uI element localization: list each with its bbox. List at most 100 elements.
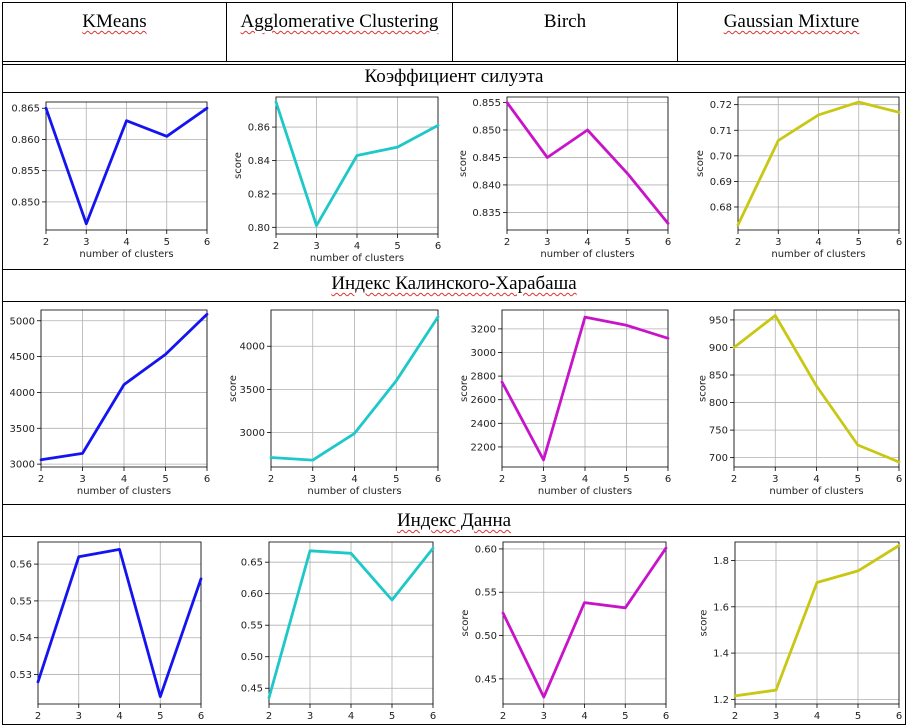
y-tick-label: 0.54 [10,633,32,644]
x-tick-label: 5 [856,237,862,248]
table-border-left [2,2,3,725]
x-tick-label: 2 [500,711,506,722]
y-tick-label: 0.840 [472,180,501,191]
x-axis-label: number of clusters [540,249,634,260]
x-tick-label: 4 [123,237,129,248]
y-tick-label: 0.845 [472,153,501,164]
y-tick-label: 3500 [240,385,265,396]
plot-frame [275,96,439,235]
x-tick-label: 5 [157,711,163,722]
y-tick-label: 3500 [10,424,35,435]
section-title-dunn: Индекс Данна [396,510,512,531]
y-tick-label: 1.2 [713,695,729,706]
x-tick-label: 5 [622,711,628,722]
x-tick-label: 4 [581,711,587,722]
x-tick-label: 5 [389,711,395,722]
y-tick-label: 0.855 [472,98,501,109]
y-tick-label: 0.45 [241,684,263,695]
x-tick-label: 6 [435,474,441,485]
y-tick-label: 750 [709,426,728,437]
x-tick-label: 6 [665,237,671,248]
y-tick-label: 0.80 [248,223,270,234]
x-tick-label: 3 [772,474,778,485]
series-line [500,315,670,462]
y-axis-label: score [695,150,706,177]
x-tick-label: 6 [435,241,441,252]
y-tick-label: 3200 [471,324,496,335]
y-axis-label: score [697,375,708,402]
x-tick-label: 2 [735,237,741,248]
x-tick-label: 2 [38,474,44,485]
section-title-calinski-harabasz: Индекс Калинского-Харабаша [331,273,577,294]
series-line [44,106,209,226]
y-tick-label: 0.850 [11,197,40,208]
x-tick-label: 3 [76,711,82,722]
table-rule [2,269,906,270]
plot-frame [737,96,900,231]
series-line [269,315,440,462]
y-tick-label: 0.850 [472,125,501,136]
x-tick-label: 6 [896,474,902,485]
x-tick-label: 2 [266,711,272,722]
y-tick-label: 0.68 [710,202,732,213]
x-tick-label: 4 [814,711,820,722]
y-axis-label: score [233,152,244,179]
series-line [36,548,203,698]
table-rule [2,504,906,505]
y-tick-label: 1.4 [713,649,729,660]
y-tick-label: 2400 [471,419,496,430]
series-line [732,314,901,464]
x-tick-label: 5 [164,237,170,248]
y-tick-label: 3000 [240,428,265,439]
y-axis-label: score [458,150,469,177]
table-border-top [2,2,906,3]
y-axis-label: score [459,375,470,402]
table-rule [2,61,906,62]
y-tick-label: 0.55 [10,596,32,607]
x-tick-label: 5 [855,711,861,722]
x-tick-label: 5 [623,474,629,485]
x-tick-label: 6 [204,237,210,248]
table-rule [2,301,906,302]
x-tick-label: 4 [351,474,357,485]
x-tick-label: 5 [394,241,400,252]
plot-frame [270,309,439,468]
x-tick-label: 6 [665,474,671,485]
x-tick-label: 4 [348,711,354,722]
table-border-right [905,2,906,725]
series-line [501,546,668,699]
y-tick-label: 0.855 [11,166,40,177]
y-tick-label: 0.60 [241,589,263,600]
y-tick-label: 0.55 [475,588,497,599]
x-tick-label: 5 [625,237,631,248]
y-tick-label: 2800 [471,372,496,383]
column-divider [677,2,678,62]
header-agglomerative: Agglomerative Clustering [240,11,439,32]
y-axis-label: score [460,610,471,637]
x-tick-label: 6 [896,237,902,248]
plot-frame [733,309,900,468]
y-tick-label: 4500 [10,352,35,363]
y-tick-label: 3000 [10,460,35,471]
header-gaussian: Gaussian Mixture [723,11,860,32]
x-tick-label: 5 [855,474,861,485]
plot-frame [37,541,202,705]
x-tick-label: 3 [313,241,319,252]
y-tick-label: 0.835 [472,208,501,219]
series-line [274,100,440,228]
x-tick-label: 5 [393,474,399,485]
y-tick-label: 800 [709,398,728,409]
table-rule [2,64,906,65]
y-tick-label: 0.55 [241,621,263,632]
y-tick-label: 900 [709,343,728,354]
x-tick-label: 4 [815,237,821,248]
x-tick-label: 2 [43,237,49,248]
